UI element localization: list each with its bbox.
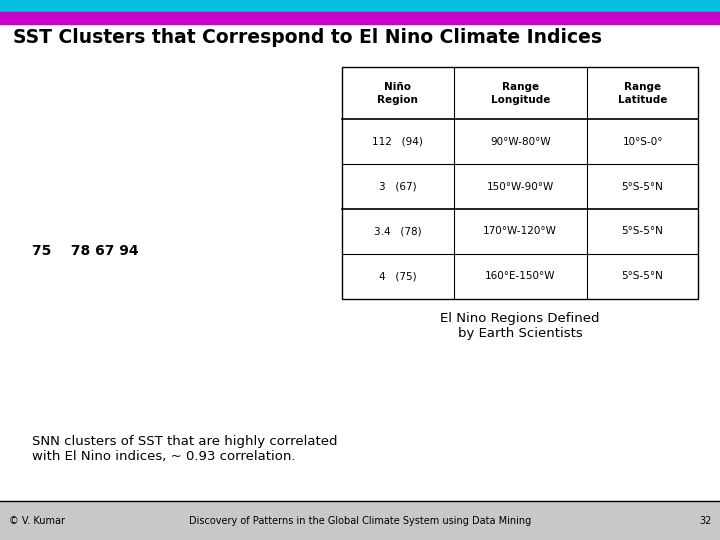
Text: 5°S-5°N: 5°S-5°N	[621, 226, 664, 237]
Bar	[342, 68, 698, 299]
Text: Niño
Region: Niño Region	[377, 82, 418, 105]
Text: 170°W-120°W: 170°W-120°W	[483, 226, 557, 237]
Text: Discovery of Patterns in the Global Climate System using Data Mining: Discovery of Patterns in the Global Clim…	[189, 516, 531, 525]
Text: SNN clusters of SST that are highly correlated
with El Nino indices, ~ 0.93 corr: SNN clusters of SST that are highly corr…	[32, 435, 338, 463]
Text: © V. Kumar: © V. Kumar	[9, 516, 65, 525]
Text: 90°W-80°W: 90°W-80°W	[490, 137, 551, 147]
Text: 75    78 67 94: 75 78 67 94	[32, 244, 139, 258]
Text: 3   (67): 3 (67)	[379, 181, 417, 192]
Text: 112   (94): 112 (94)	[372, 137, 423, 147]
Bar	[0, 12, 720, 24]
Text: 160°E-150°W: 160°E-150°W	[485, 271, 555, 281]
Text: 10°S-0°: 10°S-0°	[622, 137, 663, 147]
Text: 32: 32	[699, 516, 711, 525]
Text: 5°S-5°N: 5°S-5°N	[621, 181, 664, 192]
Text: 150°W-90°W: 150°W-90°W	[487, 181, 554, 192]
Text: SST Clusters that Correspond to El Nino Climate Indices: SST Clusters that Correspond to El Nino …	[13, 28, 602, 47]
Text: El Nino Regions Defined
by Earth Scientists: El Nino Regions Defined by Earth Scienti…	[441, 312, 600, 340]
Text: 5°S-5°N: 5°S-5°N	[621, 271, 664, 281]
Text: Range
Longitude: Range Longitude	[490, 82, 550, 105]
Bar	[0, 0, 720, 12]
Bar	[0, 501, 720, 540]
Text: Range
Latitude: Range Latitude	[618, 82, 667, 105]
Text: 4   (75): 4 (75)	[379, 271, 417, 281]
Text: 3.4   (78): 3.4 (78)	[374, 226, 422, 237]
